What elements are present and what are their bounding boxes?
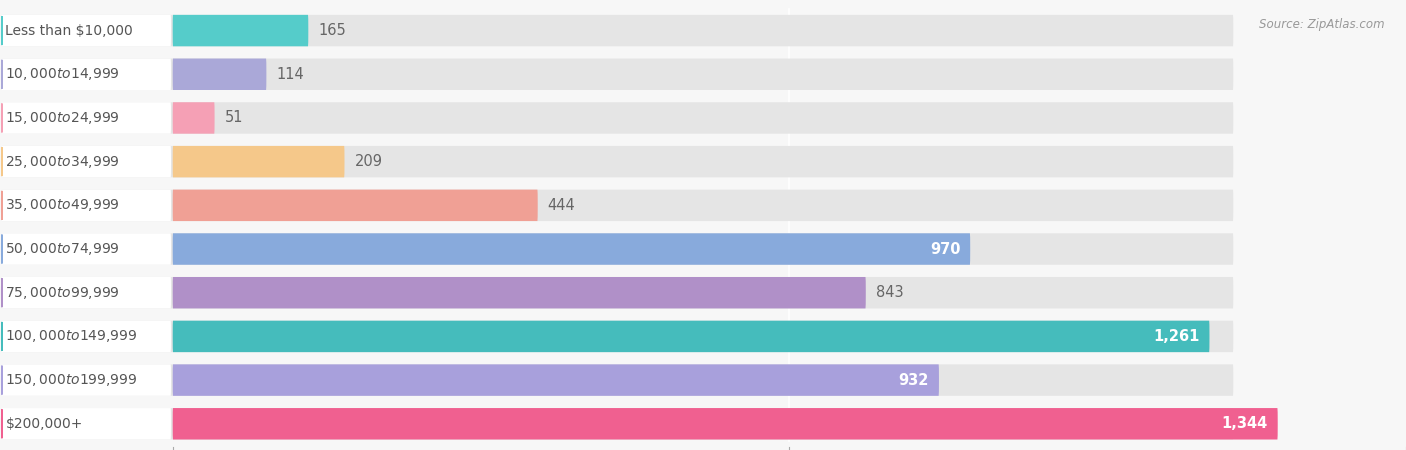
Text: $25,000 to $34,999: $25,000 to $34,999	[6, 153, 121, 170]
FancyBboxPatch shape	[173, 15, 308, 46]
Text: 843: 843	[876, 285, 903, 300]
FancyBboxPatch shape	[173, 277, 866, 308]
Text: $200,000+: $200,000+	[6, 417, 83, 431]
FancyBboxPatch shape	[1, 277, 1233, 308]
Text: $50,000 to $74,999: $50,000 to $74,999	[6, 241, 121, 257]
FancyBboxPatch shape	[1, 102, 172, 134]
Text: 970: 970	[929, 242, 960, 256]
Text: $15,000 to $24,999: $15,000 to $24,999	[6, 110, 121, 126]
Text: 114: 114	[276, 67, 304, 82]
FancyBboxPatch shape	[1, 58, 172, 90]
FancyBboxPatch shape	[173, 321, 1209, 352]
FancyBboxPatch shape	[1, 146, 172, 177]
FancyBboxPatch shape	[1, 408, 1233, 440]
FancyBboxPatch shape	[1, 364, 1233, 396]
FancyBboxPatch shape	[1, 15, 1233, 46]
FancyBboxPatch shape	[1, 189, 1233, 221]
Text: 1,344: 1,344	[1222, 416, 1268, 431]
FancyBboxPatch shape	[1, 233, 1233, 265]
Text: Source: ZipAtlas.com: Source: ZipAtlas.com	[1260, 18, 1385, 31]
FancyBboxPatch shape	[173, 233, 970, 265]
Text: $35,000 to $49,999: $35,000 to $49,999	[6, 198, 121, 213]
Text: 932: 932	[898, 373, 929, 387]
Text: 444: 444	[547, 198, 575, 213]
FancyBboxPatch shape	[1, 408, 172, 440]
Text: 209: 209	[354, 154, 382, 169]
FancyBboxPatch shape	[173, 58, 266, 90]
FancyBboxPatch shape	[1, 321, 1233, 352]
FancyBboxPatch shape	[173, 146, 344, 177]
FancyBboxPatch shape	[1, 58, 1233, 90]
FancyBboxPatch shape	[1, 233, 172, 265]
FancyBboxPatch shape	[173, 102, 215, 134]
Text: 1,261: 1,261	[1153, 329, 1199, 344]
Text: Less than $10,000: Less than $10,000	[6, 23, 134, 38]
Text: $150,000 to $199,999: $150,000 to $199,999	[6, 372, 138, 388]
FancyBboxPatch shape	[1, 321, 172, 352]
FancyBboxPatch shape	[1, 364, 172, 396]
FancyBboxPatch shape	[1, 277, 172, 308]
FancyBboxPatch shape	[173, 189, 537, 221]
Text: $100,000 to $149,999: $100,000 to $149,999	[6, 328, 138, 344]
Text: 165: 165	[318, 23, 346, 38]
FancyBboxPatch shape	[173, 408, 1278, 440]
FancyBboxPatch shape	[1, 146, 1233, 177]
FancyBboxPatch shape	[1, 15, 172, 46]
FancyBboxPatch shape	[173, 364, 939, 396]
FancyBboxPatch shape	[1, 189, 172, 221]
FancyBboxPatch shape	[1, 102, 1233, 134]
Text: $75,000 to $99,999: $75,000 to $99,999	[6, 285, 121, 301]
Text: $10,000 to $14,999: $10,000 to $14,999	[6, 66, 121, 82]
Text: 51: 51	[225, 110, 243, 126]
